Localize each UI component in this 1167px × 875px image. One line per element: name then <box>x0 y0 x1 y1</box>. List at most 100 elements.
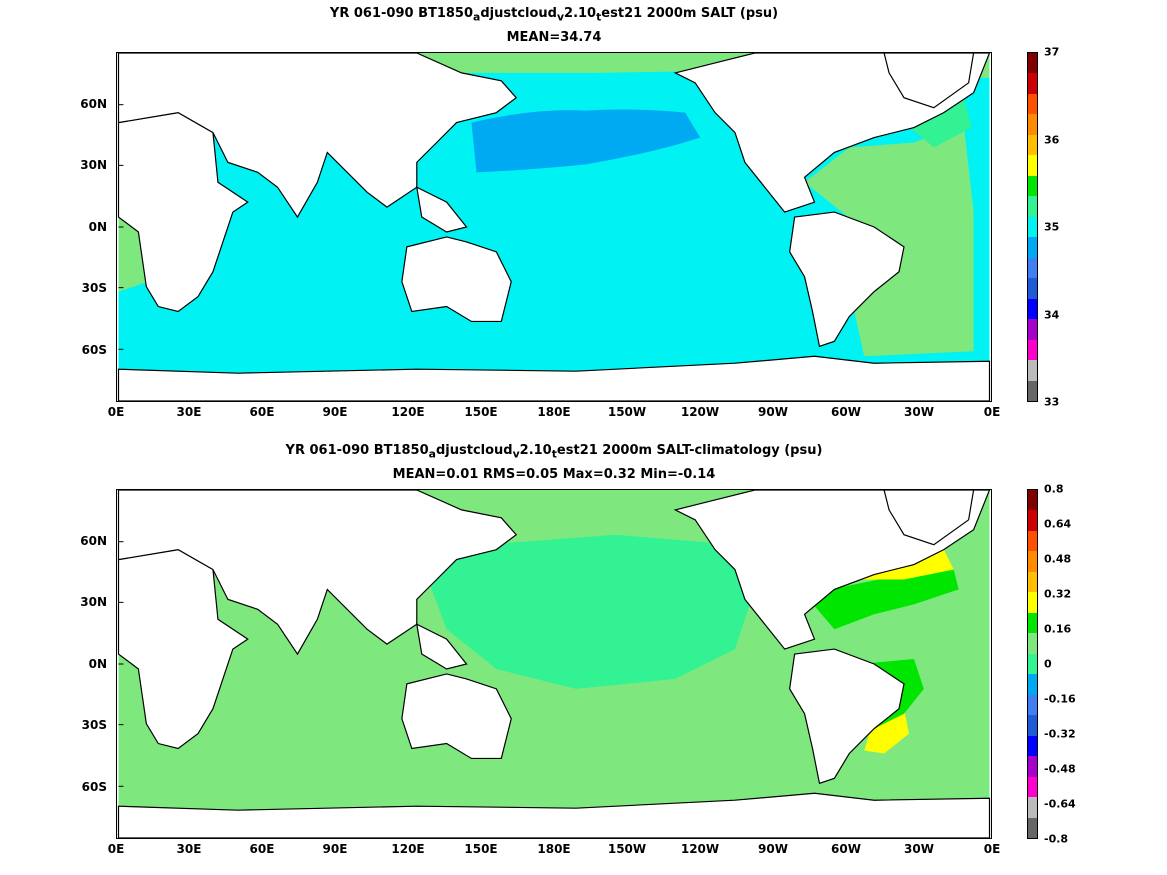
lon-label: 150W <box>607 842 647 856</box>
lon-label: 60E <box>249 405 275 419</box>
land-greenland <box>883 53 975 109</box>
colorbar-segment <box>1028 490 1037 511</box>
lon-label: 90E <box>322 405 348 419</box>
colorbar-segment <box>1028 674 1037 695</box>
lon-label: 120E <box>391 405 425 419</box>
lon-label: 90W <box>758 405 788 419</box>
lon-label: 90E <box>322 842 348 856</box>
colorbar-segment <box>1028 571 1037 593</box>
colorbar-label: -0.64 <box>1044 797 1076 811</box>
lon-label: 30W <box>904 842 934 856</box>
colorbar-segment <box>1028 278 1037 299</box>
land-maritime <box>416 623 468 670</box>
land-maritime <box>416 186 468 233</box>
panel-title: YR 061-090 BT1850adjustcloudv2.10test21 … <box>285 443 823 461</box>
pacific-fresh-region <box>471 109 701 173</box>
lon-label: 60E <box>249 842 275 856</box>
colorbar-segment <box>1028 93 1037 115</box>
colorbar-segment <box>1028 360 1037 381</box>
lat-label: 60N <box>80 97 107 111</box>
pacific-anomaly-region <box>416 534 755 689</box>
land-australia <box>401 236 512 323</box>
lon-label: 150E <box>464 842 498 856</box>
lon-label: 90W <box>758 842 788 856</box>
lon-label: 180E <box>537 405 571 419</box>
land-eurasia <box>117 490 518 656</box>
colorbar-segment <box>1028 653 1037 675</box>
colorbar-segment <box>1028 216 1037 238</box>
panel-stats: MEAN=0.01 RMS=0.05 Max=0.32 Min=-0.14 <box>392 467 716 482</box>
colorbar-segment <box>1028 134 1037 156</box>
colorbar-segment <box>1028 380 1037 401</box>
lon-label: 30E <box>176 405 202 419</box>
colorbar-segment <box>1028 237 1037 258</box>
lat-label: 0N <box>88 657 107 671</box>
lon-label: 0E <box>107 842 125 856</box>
lon-label: 0E <box>107 405 125 419</box>
anomaly-map <box>116 489 992 839</box>
colorbar-label: -0.32 <box>1044 727 1076 741</box>
colorbar-label: 0.16 <box>1044 622 1072 636</box>
colorbar-segment <box>1028 155 1037 176</box>
colorbar <box>1027 489 1038 839</box>
lat-label: 30N <box>80 595 107 609</box>
land-africa <box>117 549 249 750</box>
colorbar-segment <box>1028 257 1037 279</box>
colorbar-segment <box>1028 530 1037 552</box>
colorbar-label: 0.32 <box>1044 587 1072 601</box>
lon-label: 120W <box>680 842 720 856</box>
colorbar-label: -0.48 <box>1044 762 1076 776</box>
colorbar-segment <box>1028 73 1037 94</box>
lat-label: 60S <box>81 343 107 357</box>
colorbar-segment <box>1028 633 1037 654</box>
lon-label: 0E <box>983 842 1001 856</box>
salinity-anomaly-panel: YR 061-090 BT1850adjustcloudv2.10test21 … <box>0 437 1167 875</box>
colorbar-label: 35 <box>1044 220 1060 234</box>
colorbar-segment <box>1028 53 1037 74</box>
lat-label: 60S <box>81 780 107 794</box>
gulf-stream-region <box>804 569 959 630</box>
colorbar-segment <box>1028 196 1037 217</box>
colorbar-label: 33 <box>1044 395 1060 409</box>
colorbar-segment <box>1028 817 1037 838</box>
panel-title: YR 061-090 BT1850adjustcloudv2.10test21 … <box>329 6 779 24</box>
land-south-america <box>789 648 905 785</box>
lon-label: 30W <box>904 405 934 419</box>
colorbar-segment <box>1028 175 1037 197</box>
colorbar-label: 37 <box>1044 45 1060 59</box>
colorbar-segment <box>1028 592 1037 613</box>
lat-label: 0N <box>88 220 107 234</box>
colorbar-label: 34 <box>1044 308 1060 321</box>
colorbar-label: -0.16 <box>1044 692 1076 706</box>
colorbar-segment <box>1028 612 1037 634</box>
colorbar-segment <box>1028 694 1037 716</box>
colorbar-label: 0 <box>1044 657 1052 671</box>
colorbar-segment <box>1028 776 1037 798</box>
colorbar-label: 0.8 <box>1044 482 1064 496</box>
colorbar-segment <box>1028 298 1037 320</box>
land-south-america <box>789 211 905 348</box>
lon-label: 60W <box>831 842 861 856</box>
lat-label: 60N <box>80 534 107 548</box>
lon-label: 180E <box>537 842 571 856</box>
lon-label: 30E <box>176 842 202 856</box>
salinity-map <box>116 52 992 402</box>
colorbar <box>1027 52 1038 402</box>
lon-label: 120W <box>680 405 720 419</box>
land-eurasia <box>117 53 518 219</box>
panel-stats: MEAN=34.74 <box>506 30 602 45</box>
colorbar-segment <box>1028 319 1037 340</box>
lon-label: 150E <box>464 405 498 419</box>
land-australia <box>401 673 512 760</box>
land-antarctica <box>117 792 991 838</box>
colorbar-segment <box>1028 551 1037 572</box>
land-africa <box>117 112 249 313</box>
colorbar-label: -0.8 <box>1044 832 1069 846</box>
colorbar-segment <box>1028 715 1037 736</box>
salinity-panel: YR 061-090 BT1850adjustcloudv2.10test21 … <box>0 0 1167 430</box>
lat-label: 30N <box>80 158 107 172</box>
colorbar-label: 0.64 <box>1044 517 1072 531</box>
colorbar-segment <box>1028 510 1037 531</box>
colorbar-segment <box>1028 114 1037 135</box>
atlantic-green-region <box>903 97 972 148</box>
